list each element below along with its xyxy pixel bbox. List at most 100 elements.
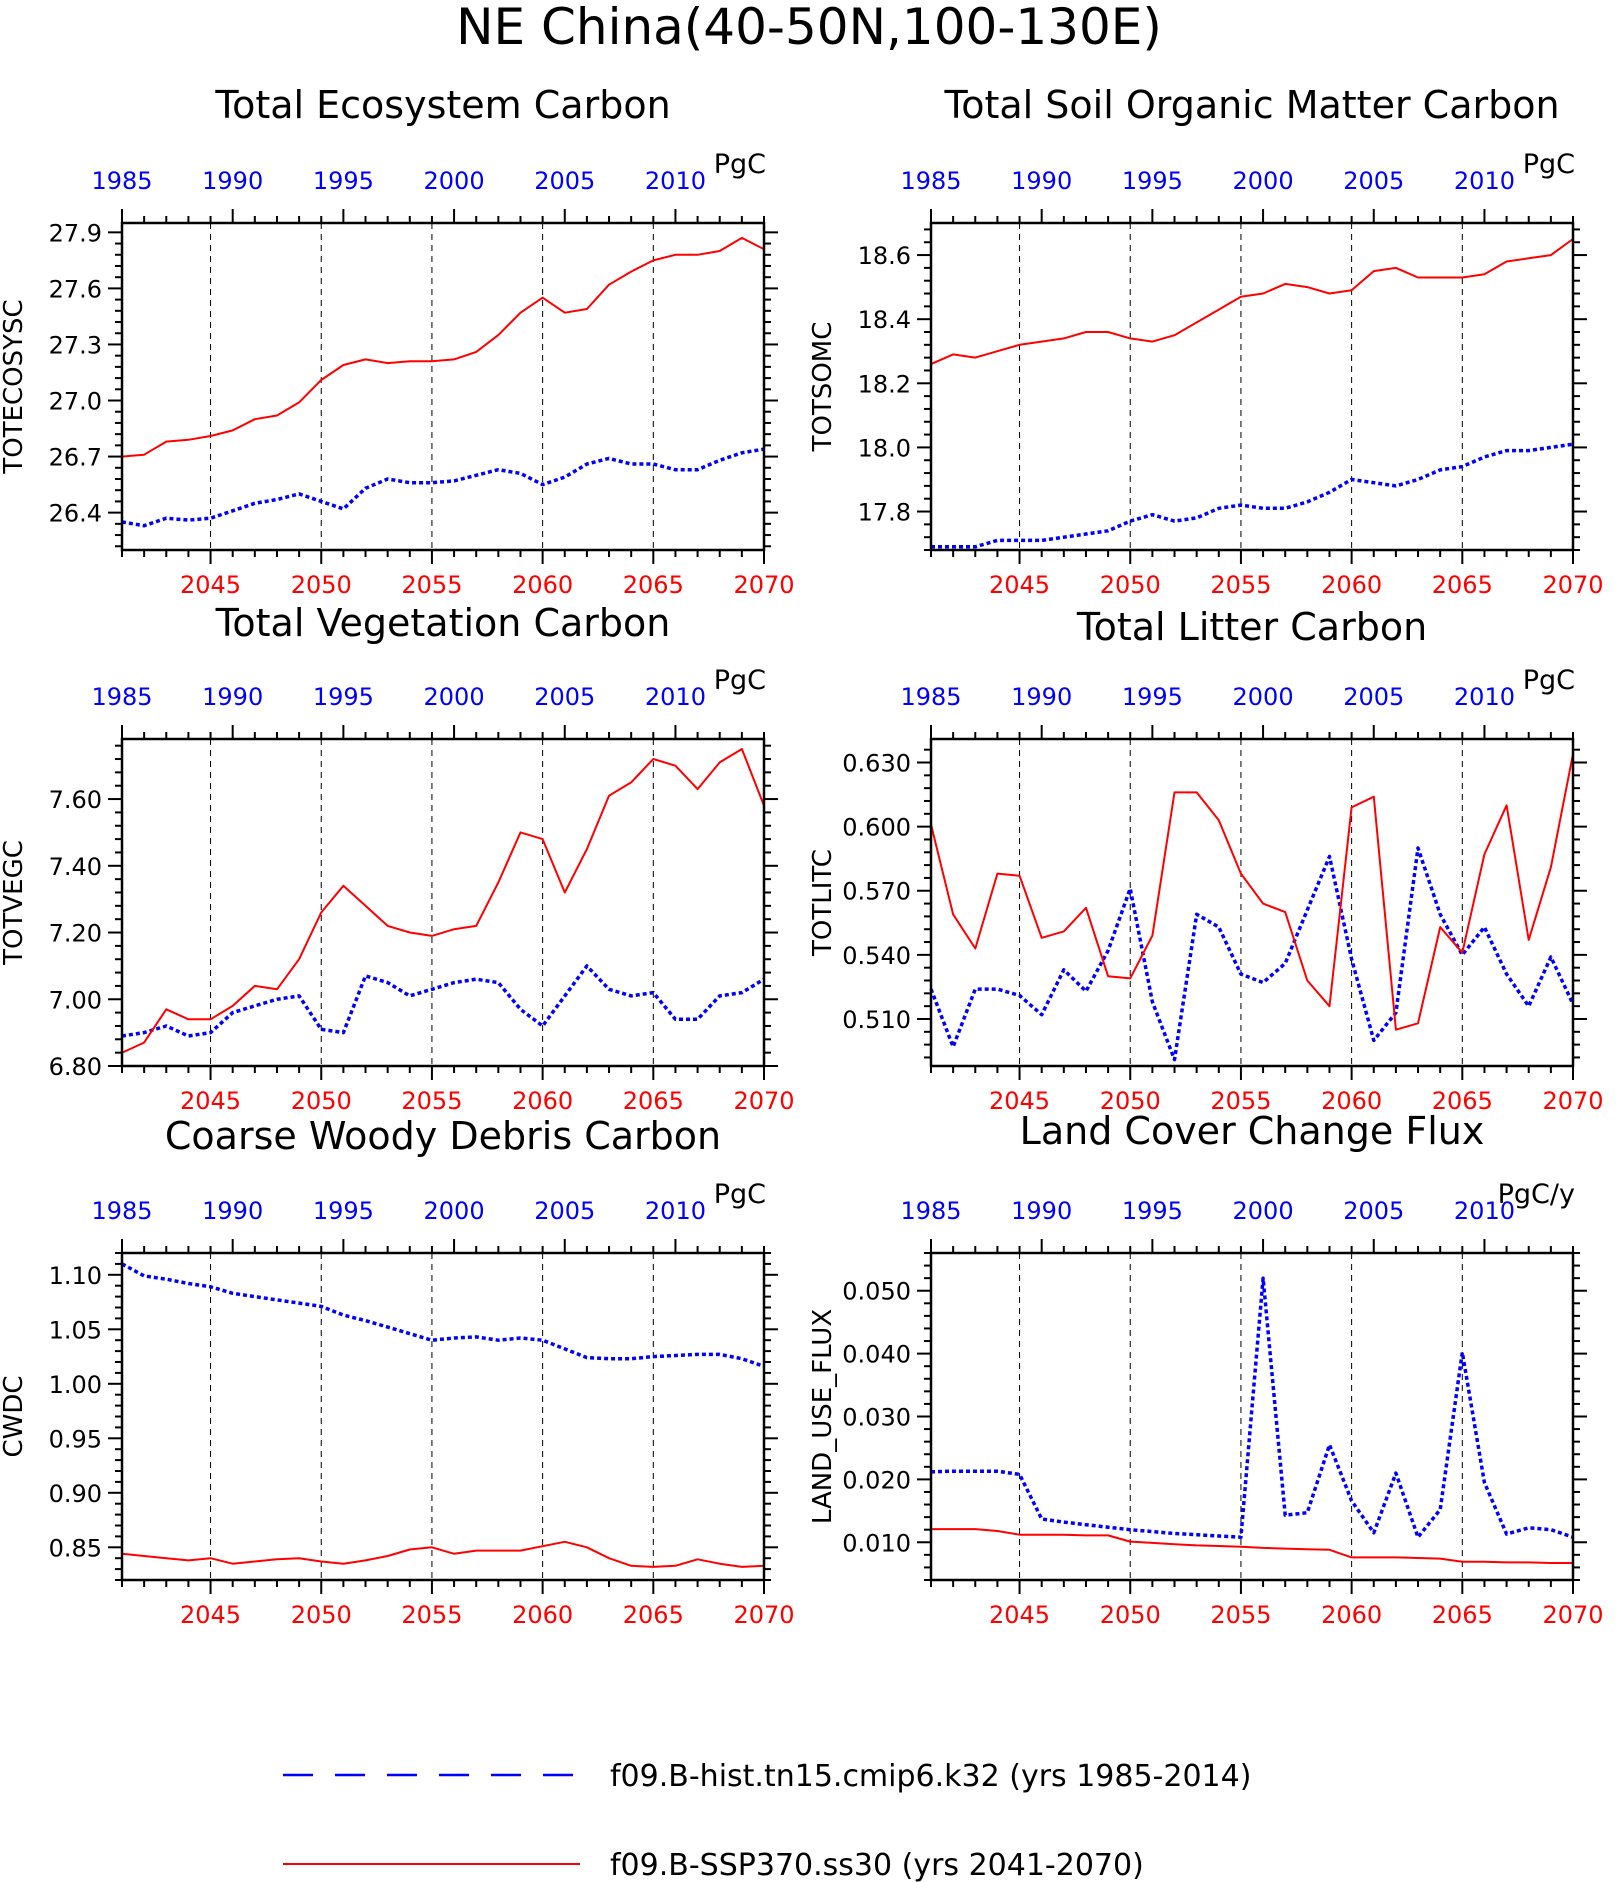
legend: f09.B-hist.tn15.cmip6.k32 (yrs 1985-2014… xyxy=(283,1759,1251,1882)
x-bottom-tick-label: 2065 xyxy=(623,1601,684,1629)
y-tick-label: 18.0 xyxy=(858,434,911,462)
x-bottom-tick-label: 2055 xyxy=(401,571,462,599)
y-tick-label: 0.510 xyxy=(842,1006,911,1034)
y-tick-label: 1.05 xyxy=(49,1316,102,1344)
x-top-tick-label: 2005 xyxy=(1343,167,1404,195)
series-hist-line xyxy=(931,442,1574,549)
x-top-tick-label: 2005 xyxy=(534,1197,595,1225)
x-bottom-tick-label: 2055 xyxy=(401,1601,462,1629)
x-bottom-tick-label: 2070 xyxy=(733,1601,794,1629)
x-bottom-tick-label: 2055 xyxy=(1210,571,1271,599)
x-bottom-tick-label: 2065 xyxy=(1432,1601,1493,1629)
x-top-tick-label: 2010 xyxy=(645,167,706,195)
y-axis-label: TOTSOMC xyxy=(808,322,838,453)
x-bottom-tick-label: 2065 xyxy=(623,571,684,599)
plot-frame xyxy=(929,1251,1575,1582)
series-ssp-line xyxy=(931,1528,1573,1564)
panel-total-soil-organic-matter-carbon: Total Soil Organic Matter Carbon PgC TOTSO… xyxy=(808,83,1604,599)
y-axis-label: TOTECOSYSC xyxy=(0,299,29,474)
y-tick-label: 18.6 xyxy=(858,242,911,270)
x-top-tick-label: 1995 xyxy=(1122,167,1183,195)
x-top-tick-label: 1990 xyxy=(202,1197,263,1225)
y-tick-label: 18.2 xyxy=(858,370,911,398)
x-bottom-tick-label: 2050 xyxy=(1100,1087,1161,1115)
x-bottom-tick-label: 2055 xyxy=(401,1087,462,1115)
x-bottom-tick-label: 2050 xyxy=(291,1601,352,1629)
x-top-tick-label: 2005 xyxy=(1343,683,1404,711)
y-tick-label: 0.600 xyxy=(842,814,911,842)
x-bottom-tick-label: 2045 xyxy=(180,571,241,599)
y-tick-label: 7.60 xyxy=(49,786,102,814)
y-tick-label: 7.40 xyxy=(49,853,102,881)
series-ssp-line xyxy=(121,1540,765,1568)
x-top-tick-label: 2010 xyxy=(1454,167,1515,195)
y-tick-label: 0.030 xyxy=(842,1404,911,1432)
panel-total-ecosystem-carbon: Total Ecosystem Carbon PgC TOTECOSYSC 2045 2… xyxy=(0,83,795,599)
series-ssp-line xyxy=(930,238,1574,366)
panel-total-litter-carbon: Total Litter Carbon PgC TOTLITC 2045 2050 205… xyxy=(808,605,1604,1115)
x-bottom-tick-label: 2045 xyxy=(180,1601,241,1629)
x-top-tick-label: 1990 xyxy=(202,683,263,711)
y-tick-label: 1.10 xyxy=(49,1262,102,1290)
x-bottom-tick-label: 2050 xyxy=(1100,571,1161,599)
x-bottom-tick-label: 2065 xyxy=(1432,1087,1493,1115)
y-axis-label: TOTLITC xyxy=(808,849,838,957)
x-bottom-tick-label: 2060 xyxy=(512,1087,573,1115)
y-axis-label: TOTVEGC xyxy=(0,840,29,966)
plot-frame xyxy=(120,1251,766,1582)
series-hist-line xyxy=(930,1276,1574,1539)
y-tick-label: 26.7 xyxy=(49,444,102,472)
x-bottom-tick-label: 2060 xyxy=(1321,1601,1382,1629)
x-bottom-tick-label: 2045 xyxy=(989,1087,1050,1115)
y-tick-label: 27.6 xyxy=(49,275,102,303)
series-ssp-line xyxy=(930,753,1574,1031)
x-top-tick-label: 2010 xyxy=(1454,683,1515,711)
x-top-tick-label: 1990 xyxy=(1011,1197,1072,1225)
x-top-tick-label: 2010 xyxy=(645,1197,706,1225)
x-top-tick-label: 1995 xyxy=(1122,683,1183,711)
x-bottom-tick-label: 2055 xyxy=(1210,1601,1271,1629)
x-top-tick-label: 1985 xyxy=(900,167,961,195)
y-tick-label: 1.00 xyxy=(49,1371,102,1399)
y-axis-label: CWDC xyxy=(0,1375,29,1457)
x-bottom-tick-label: 2050 xyxy=(291,571,352,599)
y-tick-label: 27.3 xyxy=(49,331,102,359)
y-tick-label: 26.4 xyxy=(49,500,102,528)
x-top-tick-label: 1985 xyxy=(900,683,961,711)
x-bottom-tick-label: 2065 xyxy=(1432,571,1493,599)
x-top-tick-label: 2000 xyxy=(1233,167,1294,195)
y-tick-label: 0.630 xyxy=(842,750,911,778)
panel-title: Total Soil Organic Matter Carbon xyxy=(943,83,1559,127)
plot-frame xyxy=(120,737,766,1068)
panel-title: Land Cover Change Flux xyxy=(1020,1109,1485,1153)
y-tick-label: 7.00 xyxy=(49,986,102,1014)
series-ssp-line xyxy=(121,748,765,1054)
x-top-tick-label: 1995 xyxy=(1122,1197,1183,1225)
x-top-tick-label: 2000 xyxy=(424,1197,485,1225)
series-hist-line xyxy=(121,964,765,1038)
figure-title: NE China(40-50N,100-130E) xyxy=(456,0,1162,56)
y-axis-label: LAND_USE_FLUX xyxy=(808,1309,838,1524)
y-tick-label: 0.95 xyxy=(49,1425,102,1453)
x-top-tick-label: 2000 xyxy=(1233,1197,1294,1225)
series-ssp-line xyxy=(121,236,765,458)
y-tick-label: 0.010 xyxy=(842,1529,911,1557)
x-top-tick-label: 1995 xyxy=(313,1197,374,1225)
y-tick-label: 7.20 xyxy=(49,920,102,948)
panel-title: Total Litter Carbon xyxy=(1076,605,1427,649)
units-label: PgC/y xyxy=(1498,1179,1575,1210)
panel-title: Coarse Woody Debris Carbon xyxy=(165,1114,721,1158)
x-top-tick-label: 2000 xyxy=(424,683,485,711)
y-tick-label: 6.80 xyxy=(49,1053,102,1081)
x-bottom-tick-label: 2060 xyxy=(1321,1087,1382,1115)
y-tick-label: 0.570 xyxy=(842,878,911,906)
x-bottom-tick-label: 2045 xyxy=(180,1087,241,1115)
x-top-tick-label: 1985 xyxy=(91,1197,152,1225)
x-bottom-tick-label: 2060 xyxy=(1321,571,1382,599)
y-tick-label: 0.040 xyxy=(842,1341,911,1369)
legend-ssp-label: f09.B-SSP370.ss30 (yrs 2041-2070) xyxy=(610,1848,1144,1882)
x-top-tick-label: 1985 xyxy=(900,1197,961,1225)
y-tick-label: 27.0 xyxy=(49,388,102,416)
x-top-tick-label: 1995 xyxy=(313,683,374,711)
